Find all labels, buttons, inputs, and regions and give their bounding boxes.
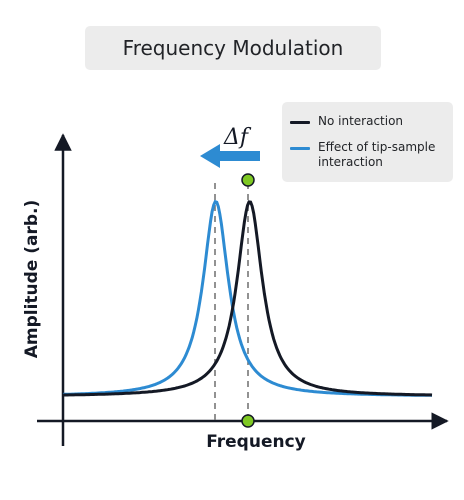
x-axis-label: Frequency: [206, 432, 306, 452]
legend: No interaction Effect of tip-sample inte…: [282, 102, 453, 182]
title-box: Frequency Modulation: [85, 26, 381, 70]
delta-f-label: Δf: [223, 125, 252, 150]
y-axis-label: Amplitude (arb.): [22, 200, 42, 359]
series-line-no-interaction: [63, 200, 433, 397]
legend-label: Effect of tip-sample interaction: [318, 140, 436, 169]
frequency-shift-arrow: [200, 144, 260, 168]
legend-swatch: [290, 121, 310, 124]
legend-item-no-interaction: No interaction: [290, 114, 448, 129]
resonance-frequency-marker: [241, 414, 255, 428]
legend-label: No interaction: [318, 114, 404, 128]
legend-item-tip-sample-interaction: Effect of tip-sample interaction: [290, 140, 448, 170]
peak-marker: [241, 173, 255, 187]
diagram-title: Frequency Modulation: [122, 36, 344, 60]
legend-swatch: [290, 147, 310, 150]
